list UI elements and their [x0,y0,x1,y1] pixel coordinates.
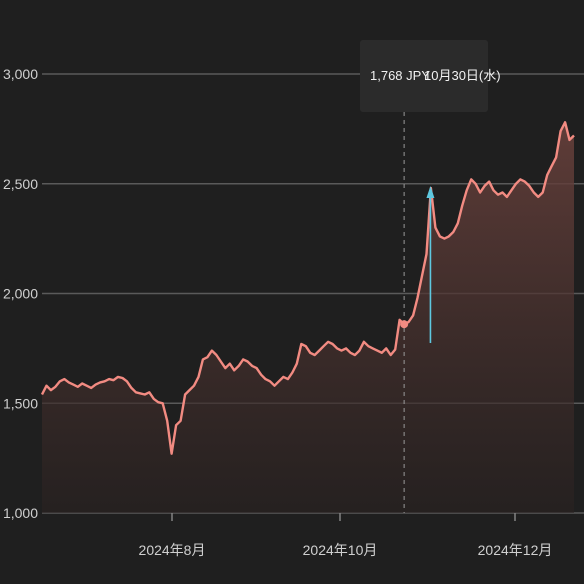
price-area-fill [42,122,574,514]
x-tick-label: 2024年10月 [303,542,378,558]
tooltip-date: 10月30日(水) [424,68,501,83]
y-tick-label: 1,000 [3,505,38,521]
y-axis-ticks: 1,000 1,500 2,000 2,500 3,000 [3,66,38,521]
y-tick-label: 2,000 [3,286,38,302]
tooltip: 1,768 JPY 10月30日(水) [360,40,501,112]
tooltip-box [360,40,488,112]
y-tick-label: 1,500 [3,395,38,411]
x-tick-label: 2024年12月 [478,542,553,558]
price-line [40,121,575,455]
event-marker-arrow [426,186,435,198]
hover-point-marker [400,320,409,329]
x-axis-ticks: 2024年8月 2024年10月 2024年12月 [139,513,553,558]
tooltip-value: 1,768 JPY [370,68,430,83]
x-tick-label: 2024年8月 [139,542,206,558]
y-tick-label: 3,000 [3,66,38,82]
y-tick-label: 2,500 [3,176,38,192]
